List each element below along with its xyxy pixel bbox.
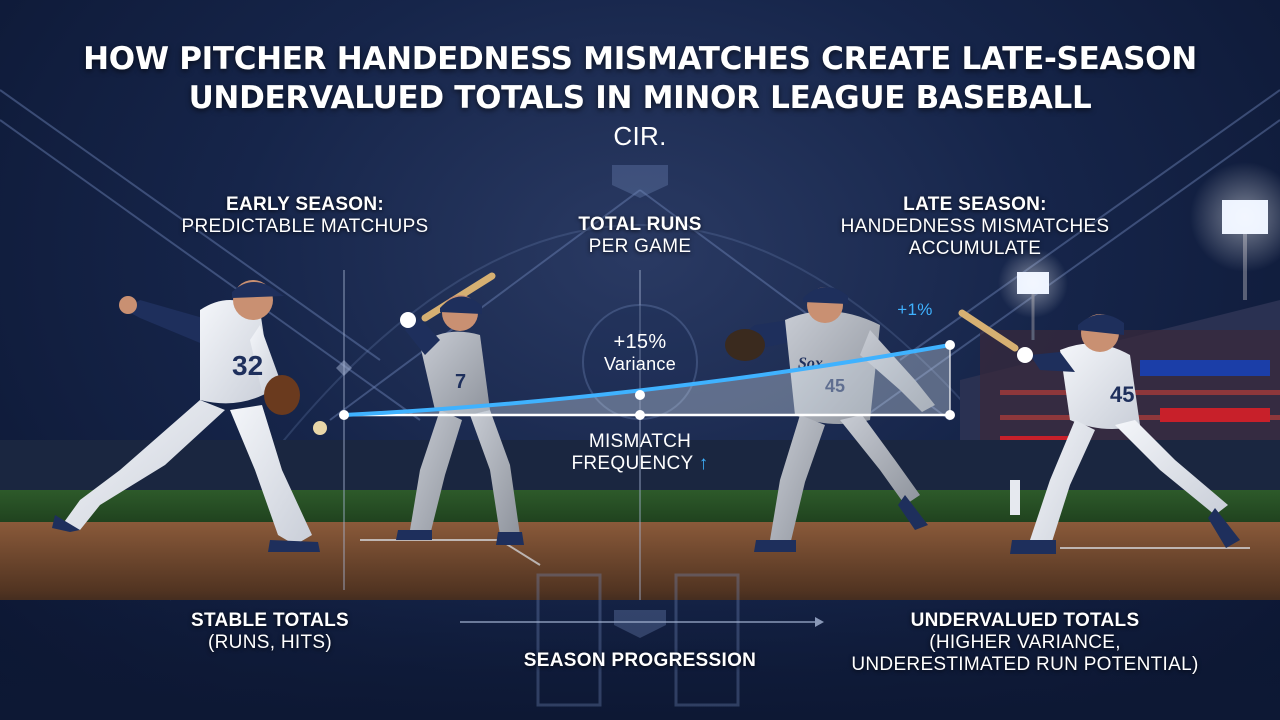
late-season-title: LATE SEASON:	[903, 194, 1047, 215]
pitcher-jersey-number: 32	[232, 350, 263, 381]
title-line-1: HOW PITCHER HANDEDNESS MISMATCHES CREATE…	[83, 41, 1197, 77]
undervalued-totals-sub-2: UNDERESTIMATED RUN POTENTIAL)	[851, 653, 1199, 675]
point-mid-trend	[635, 390, 645, 400]
field-diagram-lines	[0, 89, 1280, 601]
metric-label-line2: PER GAME	[588, 235, 692, 257]
right-pitcher-number: 45	[825, 376, 845, 396]
point-start	[339, 410, 349, 420]
chart-points	[339, 340, 955, 420]
stable-totals-label: STABLE TOTALS (RUNS, HITS)	[160, 610, 380, 654]
late-season-heading: LATE SEASON: HANDEDNESS MISMATCHES ACCUM…	[815, 194, 1135, 260]
right-batter-number: 45	[1110, 382, 1134, 407]
point-end-base	[945, 410, 955, 420]
trend-annotation: +1%	[897, 300, 933, 319]
home-plate-icon	[612, 165, 668, 198]
undervalued-totals-title: UNDERVALUED TOTALS	[910, 610, 1140, 631]
point-end-trend	[945, 340, 955, 350]
early-season-batter: 7	[396, 272, 524, 545]
batters-box-graphic	[536, 573, 740, 707]
stadium-lights	[998, 162, 1280, 340]
page-title: HOW PITCHER HANDEDNESS MISMATCHES CREATE…	[40, 40, 1240, 118]
early-season-heading: EARLY SEASON: PREDICTABLE MATCHUPS	[150, 194, 460, 238]
variance-area	[344, 345, 950, 415]
early-season-title: EARLY SEASON:	[225, 194, 385, 215]
undervalued-totals-label: UNDERVALUED TOTALS (HIGHER VARIANCE, UND…	[835, 610, 1215, 676]
stable-totals-sub: (RUNS, HITS)	[208, 631, 332, 653]
variance-value: +15%	[613, 331, 667, 353]
variance-label: Variance	[603, 354, 677, 374]
title-line-2: UNDERVALUED TOTALS IN MINOR LEAGUE BASEB…	[188, 79, 1092, 116]
metric-label-line1: TOTAL RUNS	[578, 214, 702, 235]
metric-label: TOTAL RUNS PER GAME	[540, 214, 740, 258]
page-subtitle: CIR.	[613, 121, 667, 151]
late-season-pitcher: Sox 45	[725, 286, 935, 552]
batter-jersey-number: 7	[455, 371, 466, 393]
point-mid-base	[635, 410, 645, 420]
season-progression-label: SEASON PROGRESSION	[523, 650, 757, 671]
up-arrow-icon: ↑	[698, 452, 709, 474]
stable-totals-title: STABLE TOTALS	[190, 610, 349, 631]
late-season-subtitle-1: HANDEDNESS MISMATCHES	[840, 215, 1110, 237]
mismatch-frequency-label: MISMATCH FREQUENCY ↑	[545, 431, 735, 475]
early-season-subtitle: PREDICTABLE MATCHUPS	[181, 215, 429, 237]
variance-badge: +15% Variance	[580, 331, 700, 375]
trend-line	[343, 343, 951, 417]
mismatch-line2: FREQUENCY	[571, 452, 694, 474]
mismatch-line1: MISMATCH	[588, 431, 692, 452]
undervalued-totals-sub-1: (HIGHER VARIANCE,	[929, 631, 1121, 653]
early-season-pitcher: 32	[52, 280, 327, 552]
late-season-batter: 45	[958, 309, 1240, 554]
late-season-subtitle-2: ACCUMULATE	[908, 237, 1042, 259]
